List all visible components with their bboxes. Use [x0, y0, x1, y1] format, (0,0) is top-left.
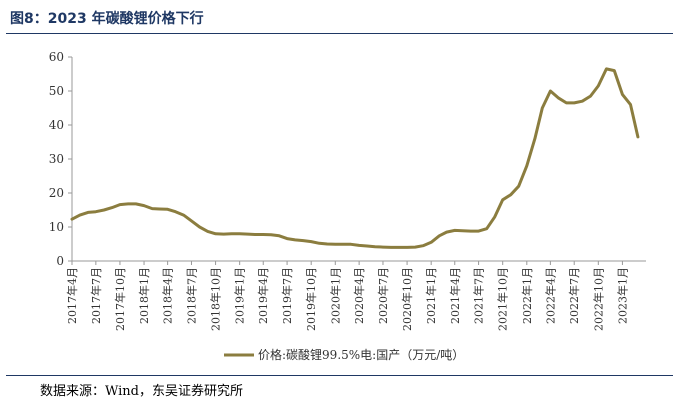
chart-legend: 价格:碳酸锂99.5%电:国产（万元/吨） [224, 347, 464, 362]
y-tick-label: 30 [49, 152, 64, 166]
x-tick-label: 2020年1月 [328, 267, 342, 324]
data-source-note: 数据来源：Wind，东吴证券研究所 [40, 384, 243, 399]
x-tick-label: 2021年1月 [424, 267, 438, 324]
x-tick-label: 2022年10月 [591, 267, 605, 331]
x-tick-label: 2017年7月 [89, 267, 103, 324]
x-tick-label: 2021年4月 [448, 267, 462, 324]
y-tick-label: 20 [49, 186, 64, 200]
title-divider [6, 33, 673, 34]
x-tick-label: 2022年7月 [567, 267, 581, 324]
x-tick-label: 2022年4月 [543, 267, 557, 324]
x-tick-label: 2019年10月 [304, 267, 318, 331]
x-tick-label: 2018年7月 [184, 267, 198, 324]
y-tick-label: 50 [49, 84, 64, 98]
x-tick-label: 2020年7月 [376, 267, 390, 324]
x-tick-label: 2021年7月 [472, 267, 486, 324]
x-tick-label: 2022年1月 [520, 267, 534, 324]
source-divider [6, 375, 673, 376]
x-tick-label: 2020年10月 [400, 267, 414, 331]
x-tick-label: 2019年4月 [256, 267, 270, 324]
y-tick-label: 10 [49, 220, 64, 234]
y-tick-label: 40 [49, 118, 64, 132]
x-tick-label: 2018年4月 [161, 267, 175, 324]
x-tick-label: 2020年4月 [352, 267, 366, 324]
x-axis-ticks: 2017年4月 2017年7月 2017年10月 2018年1月 2018年4月 2018… [65, 261, 629, 331]
x-tick-label: 2017年4月 [65, 267, 79, 324]
x-tick-label: 2019年7月 [280, 267, 294, 324]
line-chart: 0 10 20 30 40 50 60 2017年4月 2017年7月 2017年10月 2018… [49, 50, 646, 362]
x-tick-label: 2017年10月 [113, 267, 127, 331]
x-tick-label: 2018年1月 [137, 267, 151, 324]
legend-label: 价格:碳酸锂99.5%电:国产（万元/吨） [258, 347, 464, 362]
x-tick-label: 2019年1月 [233, 267, 247, 324]
x-tick-label: 2023年1月 [615, 267, 629, 324]
x-tick-label: 2021年10月 [496, 267, 510, 331]
series-line-lithium-carbonate-price [70, 67, 640, 249]
y-tick-label: 60 [49, 50, 64, 64]
chart-axes [71, 57, 646, 262]
chart-title: 图8：2023 年碳酸锂价格下行 [10, 11, 204, 27]
y-axis-ticks: 0 10 20 30 40 50 60 [49, 50, 72, 268]
x-tick-label: 2018年10月 [209, 267, 223, 331]
y-tick-label: 0 [56, 254, 64, 268]
